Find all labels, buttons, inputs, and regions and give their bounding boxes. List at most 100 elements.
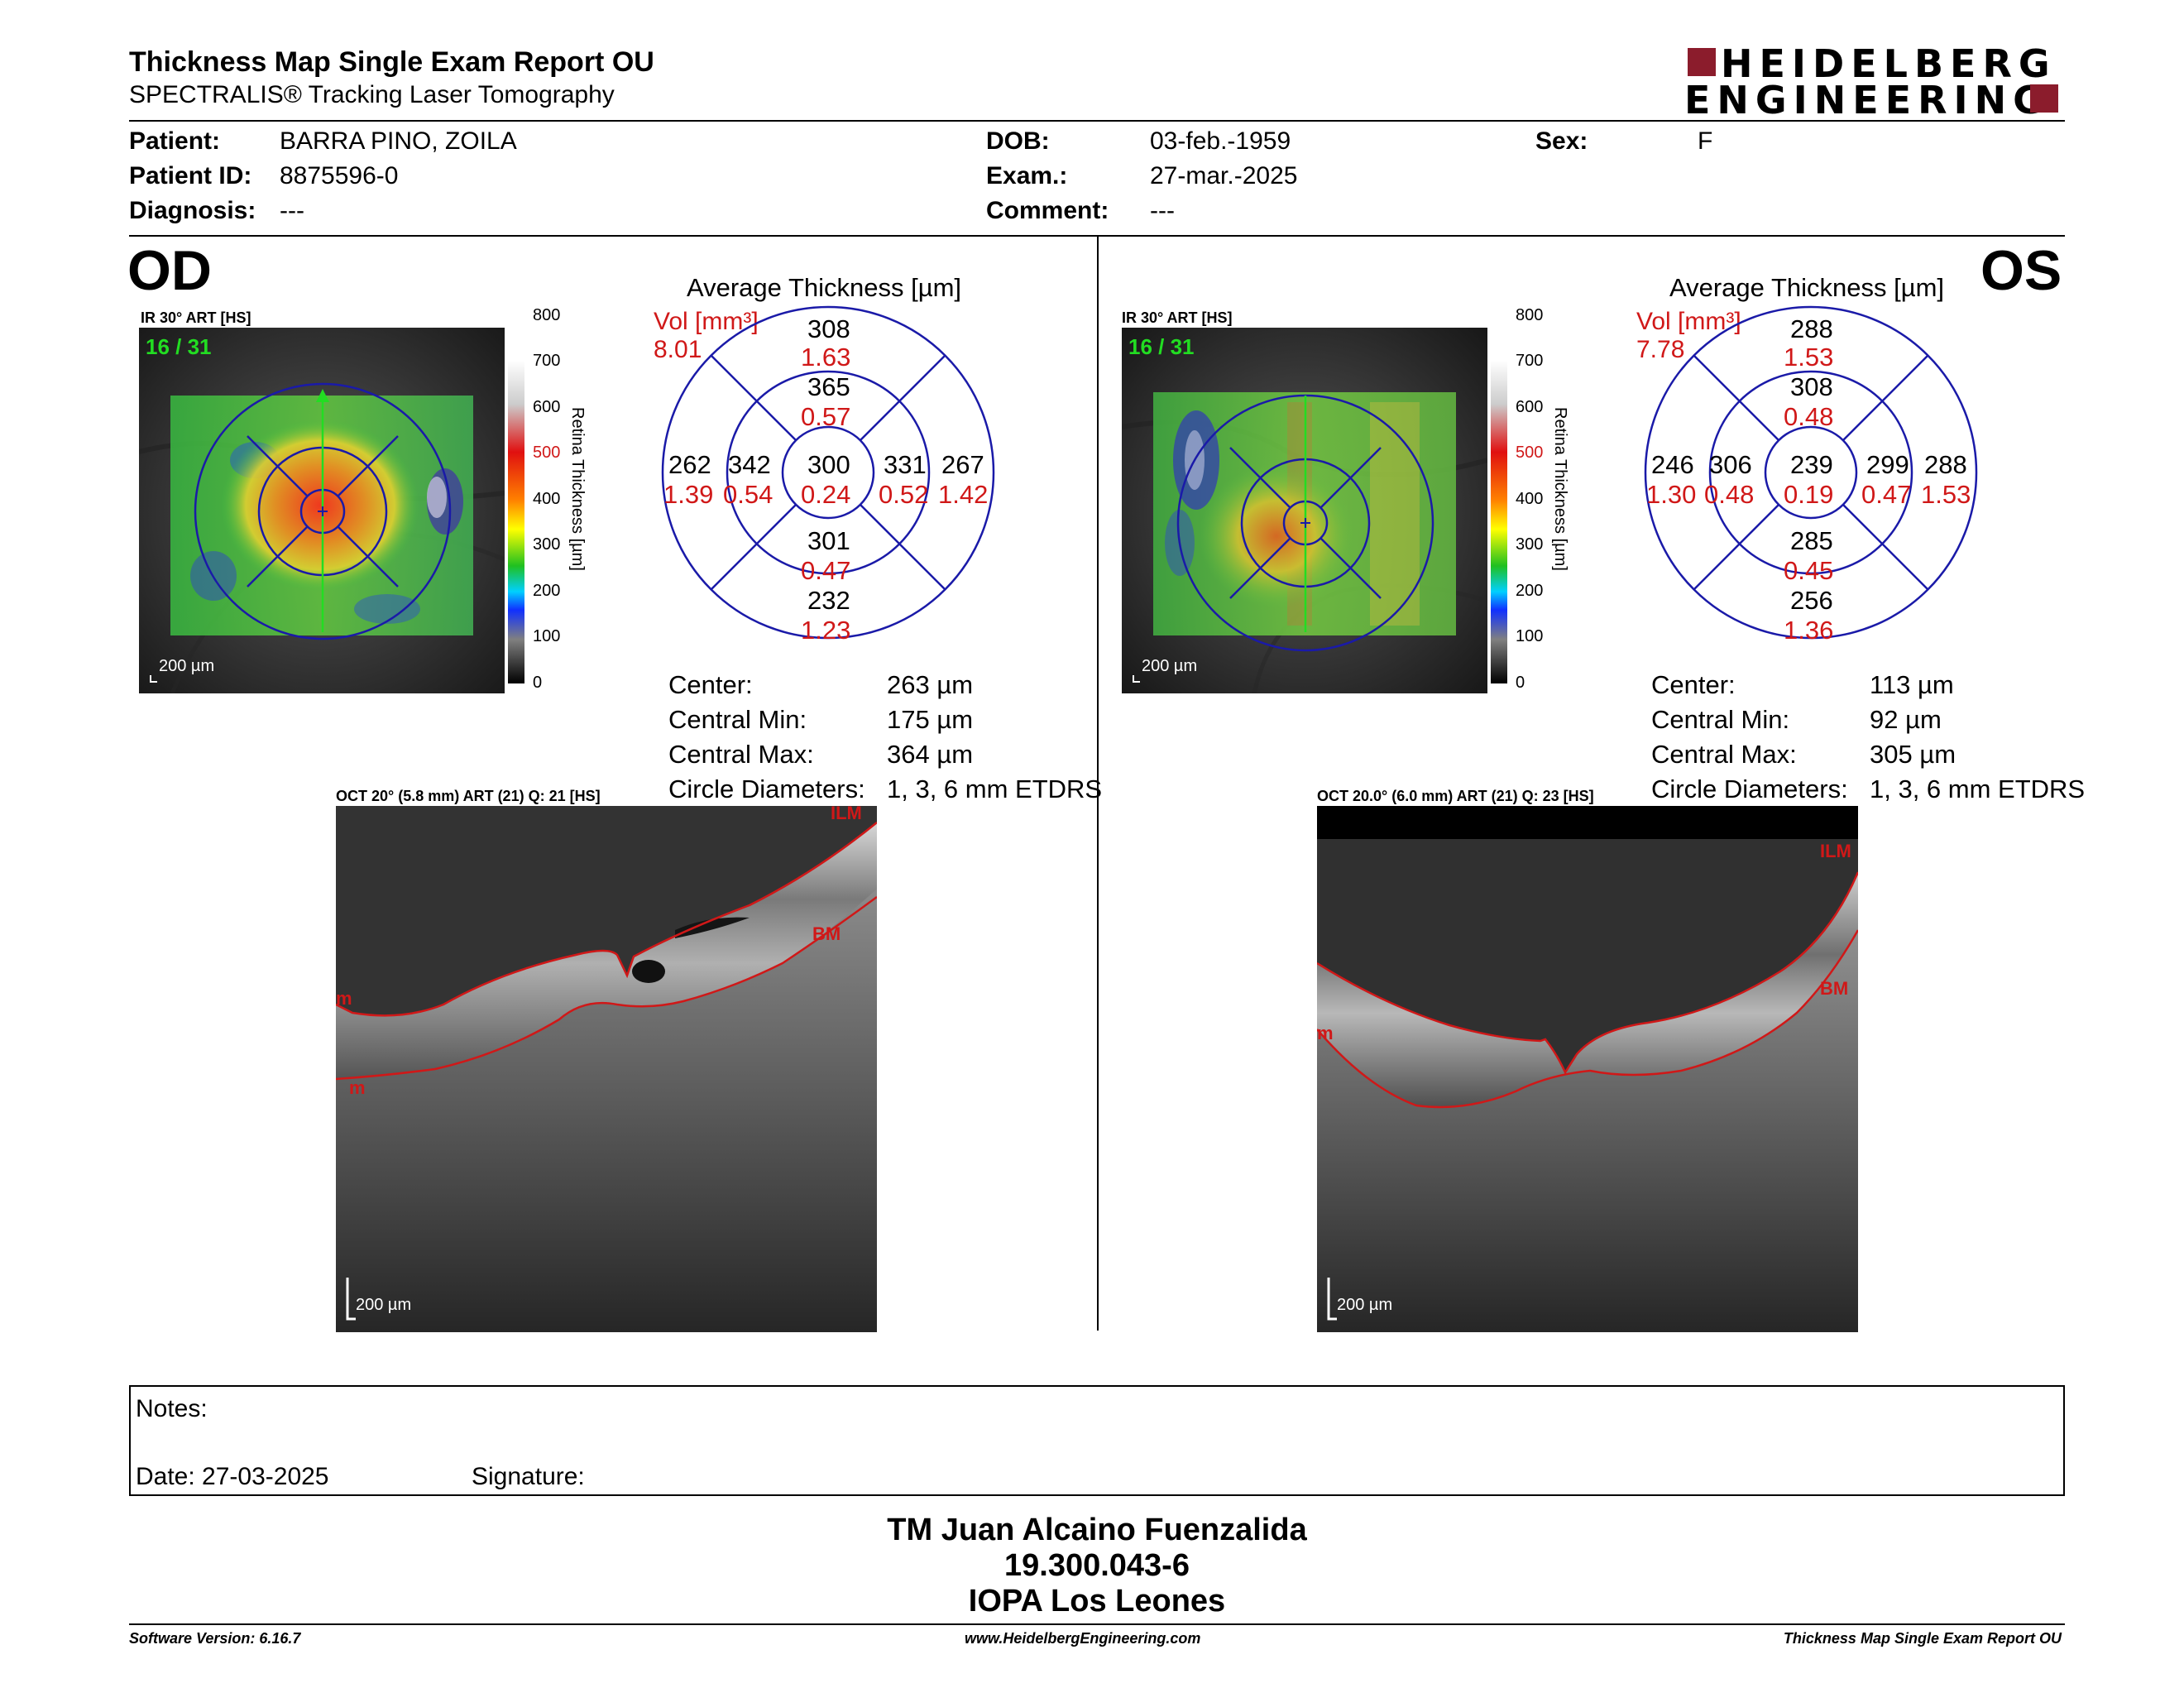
os-inner-nasal-thickness: 306 (1709, 450, 1752, 479)
signature-label: Signature: (472, 1463, 585, 1490)
footer-report-name: Thickness Map Single Exam Report OU (1783, 1630, 2062, 1647)
os-tick: 600 (1516, 398, 1544, 416)
os-etdrs-grid (1644, 305, 1978, 640)
os-min-label: Central Min: (1651, 705, 1790, 734)
os-avg-title: Average Thickness [µm] (1669, 273, 1945, 302)
os-left-upper-label: m (1317, 1023, 1334, 1043)
od-outer-nasal-volume: 1.42 (938, 480, 989, 509)
os-vol-total: 7.78 (1636, 336, 1685, 363)
os-inner-inferior-thickness: 285 (1790, 526, 1833, 555)
od-outer-temporal-volume: 1.39 (663, 480, 714, 509)
os-outer-temporal-thickness: 288 (1924, 450, 1967, 479)
od-inner-inferior-volume: 0.47 (801, 556, 851, 585)
od-tick: 400 (533, 490, 561, 508)
od-outer-superior-thickness: 308 (807, 314, 850, 343)
os-inner-nasal-volume: 0.48 (1704, 480, 1755, 509)
os-center-thickness: 239 (1790, 450, 1833, 479)
od-outer-temporal-thickness: 262 (668, 450, 711, 479)
patient-id: 8875596-0 (280, 162, 399, 189)
od-center-thickness: 300 (807, 450, 850, 479)
os-tick: 800 (1516, 306, 1544, 324)
od-center-volume: 0.24 (801, 480, 851, 509)
od-min-value: 175 µm (887, 705, 974, 734)
os-inner-superior-volume: 0.48 (1784, 402, 1834, 431)
od-ilm-label: ILM (831, 806, 862, 823)
exam-label: Exam.: (986, 162, 1068, 189)
od-oct-caption: OCT 20° (5.8 mm) ART (21) Q: 21 [HS] (336, 788, 601, 804)
os-ilm-label: ILM (1820, 841, 1851, 861)
os-eye-label: OS (1980, 239, 2062, 302)
report-title: Thickness Map Single Exam Report OU (129, 46, 654, 78)
od-ir-caption: IR 30° ART [HS] (141, 309, 251, 326)
footer-website[interactable]: www.HeidelbergEngineering.com (965, 1630, 1201, 1647)
comment-value: --- (1150, 197, 1175, 224)
notes-box[interactable] (129, 1385, 2065, 1496)
signature-block: TM Juan Alcaino Fuenzalida 19.300.043-6 … (0, 1513, 2184, 1619)
signer-name: TM Juan Alcaino Fuenzalida (887, 1513, 1307, 1547)
os-outer-superior-thickness: 288 (1790, 314, 1833, 343)
od-eye-label: OD (127, 239, 212, 302)
comment-label: Comment: (986, 197, 1109, 224)
logo-line1: HEIDELBERG (1721, 41, 2057, 86)
od-outer-nasal-thickness: 267 (941, 450, 984, 479)
od-tick: 500 (533, 444, 561, 462)
os-outer-inferior-volume: 1.36 (1784, 616, 1834, 645)
od-inner-temporal-volume: 0.54 (723, 480, 774, 509)
os-outer-superior-volume: 1.53 (1784, 343, 1834, 372)
os-ir-image: 16 / 31 200 µm (1121, 328, 1488, 694)
os-center-volume: 0.19 (1784, 480, 1834, 509)
os-inner-inferior-volume: 0.45 (1784, 556, 1834, 585)
patient-id-label: Patient ID: (129, 162, 252, 189)
os-frame-counter: 16 / 31 (1128, 334, 1195, 359)
od-tick: 600 (533, 398, 561, 416)
od-tick: 700 (533, 352, 561, 370)
os-outer-nasal-volume: 1.30 (1646, 480, 1697, 509)
od-tick: 800 (533, 306, 561, 324)
os-diam-label: Circle Diameters: (1651, 774, 1848, 803)
od-ir-image: 16 / 31 200 µm (138, 328, 505, 694)
od-center-label: Center: (668, 670, 753, 699)
os-color-scale (1491, 316, 1507, 683)
os-tick: 300 (1516, 535, 1544, 554)
os-ir-caption: IR 30° ART [HS] (1122, 309, 1233, 326)
od-outer-inferior-volume: 1.23 (801, 616, 851, 645)
od-max-value: 364 µm (887, 740, 974, 769)
signer-id: 19.300.043-6 (1004, 1548, 1190, 1583)
date-label: Date: 27-03-2025 (136, 1463, 329, 1490)
od-tick: 300 (533, 535, 561, 554)
os-center-value: 113 µm (1870, 670, 1954, 699)
od-left-lower-label: m (349, 1077, 366, 1098)
footer-software-version: Software Version: 6.16.7 (129, 1630, 301, 1647)
os-max-value: 305 µm (1870, 740, 1956, 769)
os-inner-superior-thickness: 308 (1790, 372, 1833, 401)
sex-label: Sex: (1535, 127, 1588, 155)
od-inner-nasal-volume: 0.52 (879, 480, 929, 509)
os-tick: 700 (1516, 352, 1544, 370)
od-inner-superior-volume: 0.57 (801, 402, 851, 431)
os-min-value: 92 µm (1870, 705, 1942, 734)
os-tick: 100 (1516, 627, 1544, 645)
od-min-label: Central Min: (668, 705, 807, 734)
od-oct-image: ILM BM m m 200 µm (336, 806, 877, 1332)
os-max-label: Central Max: (1651, 740, 1797, 769)
logo-line2: ENGINEERING (1684, 78, 2051, 122)
os-tick: 200 (1516, 582, 1544, 600)
exam-value: 27-mar.-2025 (1150, 162, 1298, 189)
patient-name: BARRA PINO, ZOILA (280, 127, 517, 155)
od-bm-label: BM (812, 923, 841, 944)
dob-label: DOB: (986, 127, 1050, 155)
od-vol-total: 8.01 (654, 336, 702, 363)
diagnosis-label: Diagnosis: (129, 197, 256, 224)
os-ir-scale: 200 µm (1142, 657, 1198, 675)
od-outer-superior-volume: 1.63 (801, 343, 851, 372)
os-tick: 0 (1516, 674, 1525, 692)
diagnosis-value: --- (280, 197, 304, 224)
od-etdrs-grid (661, 305, 995, 640)
od-inner-inferior-thickness: 301 (807, 526, 850, 555)
od-outer-inferior-thickness: 232 (807, 586, 850, 615)
os-tick: 400 (1516, 490, 1544, 508)
notes-label: Notes: (136, 1395, 208, 1422)
os-vol-label: Vol [mm³] (1636, 308, 1741, 335)
os-center-label: Center: (1651, 670, 1736, 699)
signer-institution: IOPA Los Leones (968, 1584, 1226, 1618)
